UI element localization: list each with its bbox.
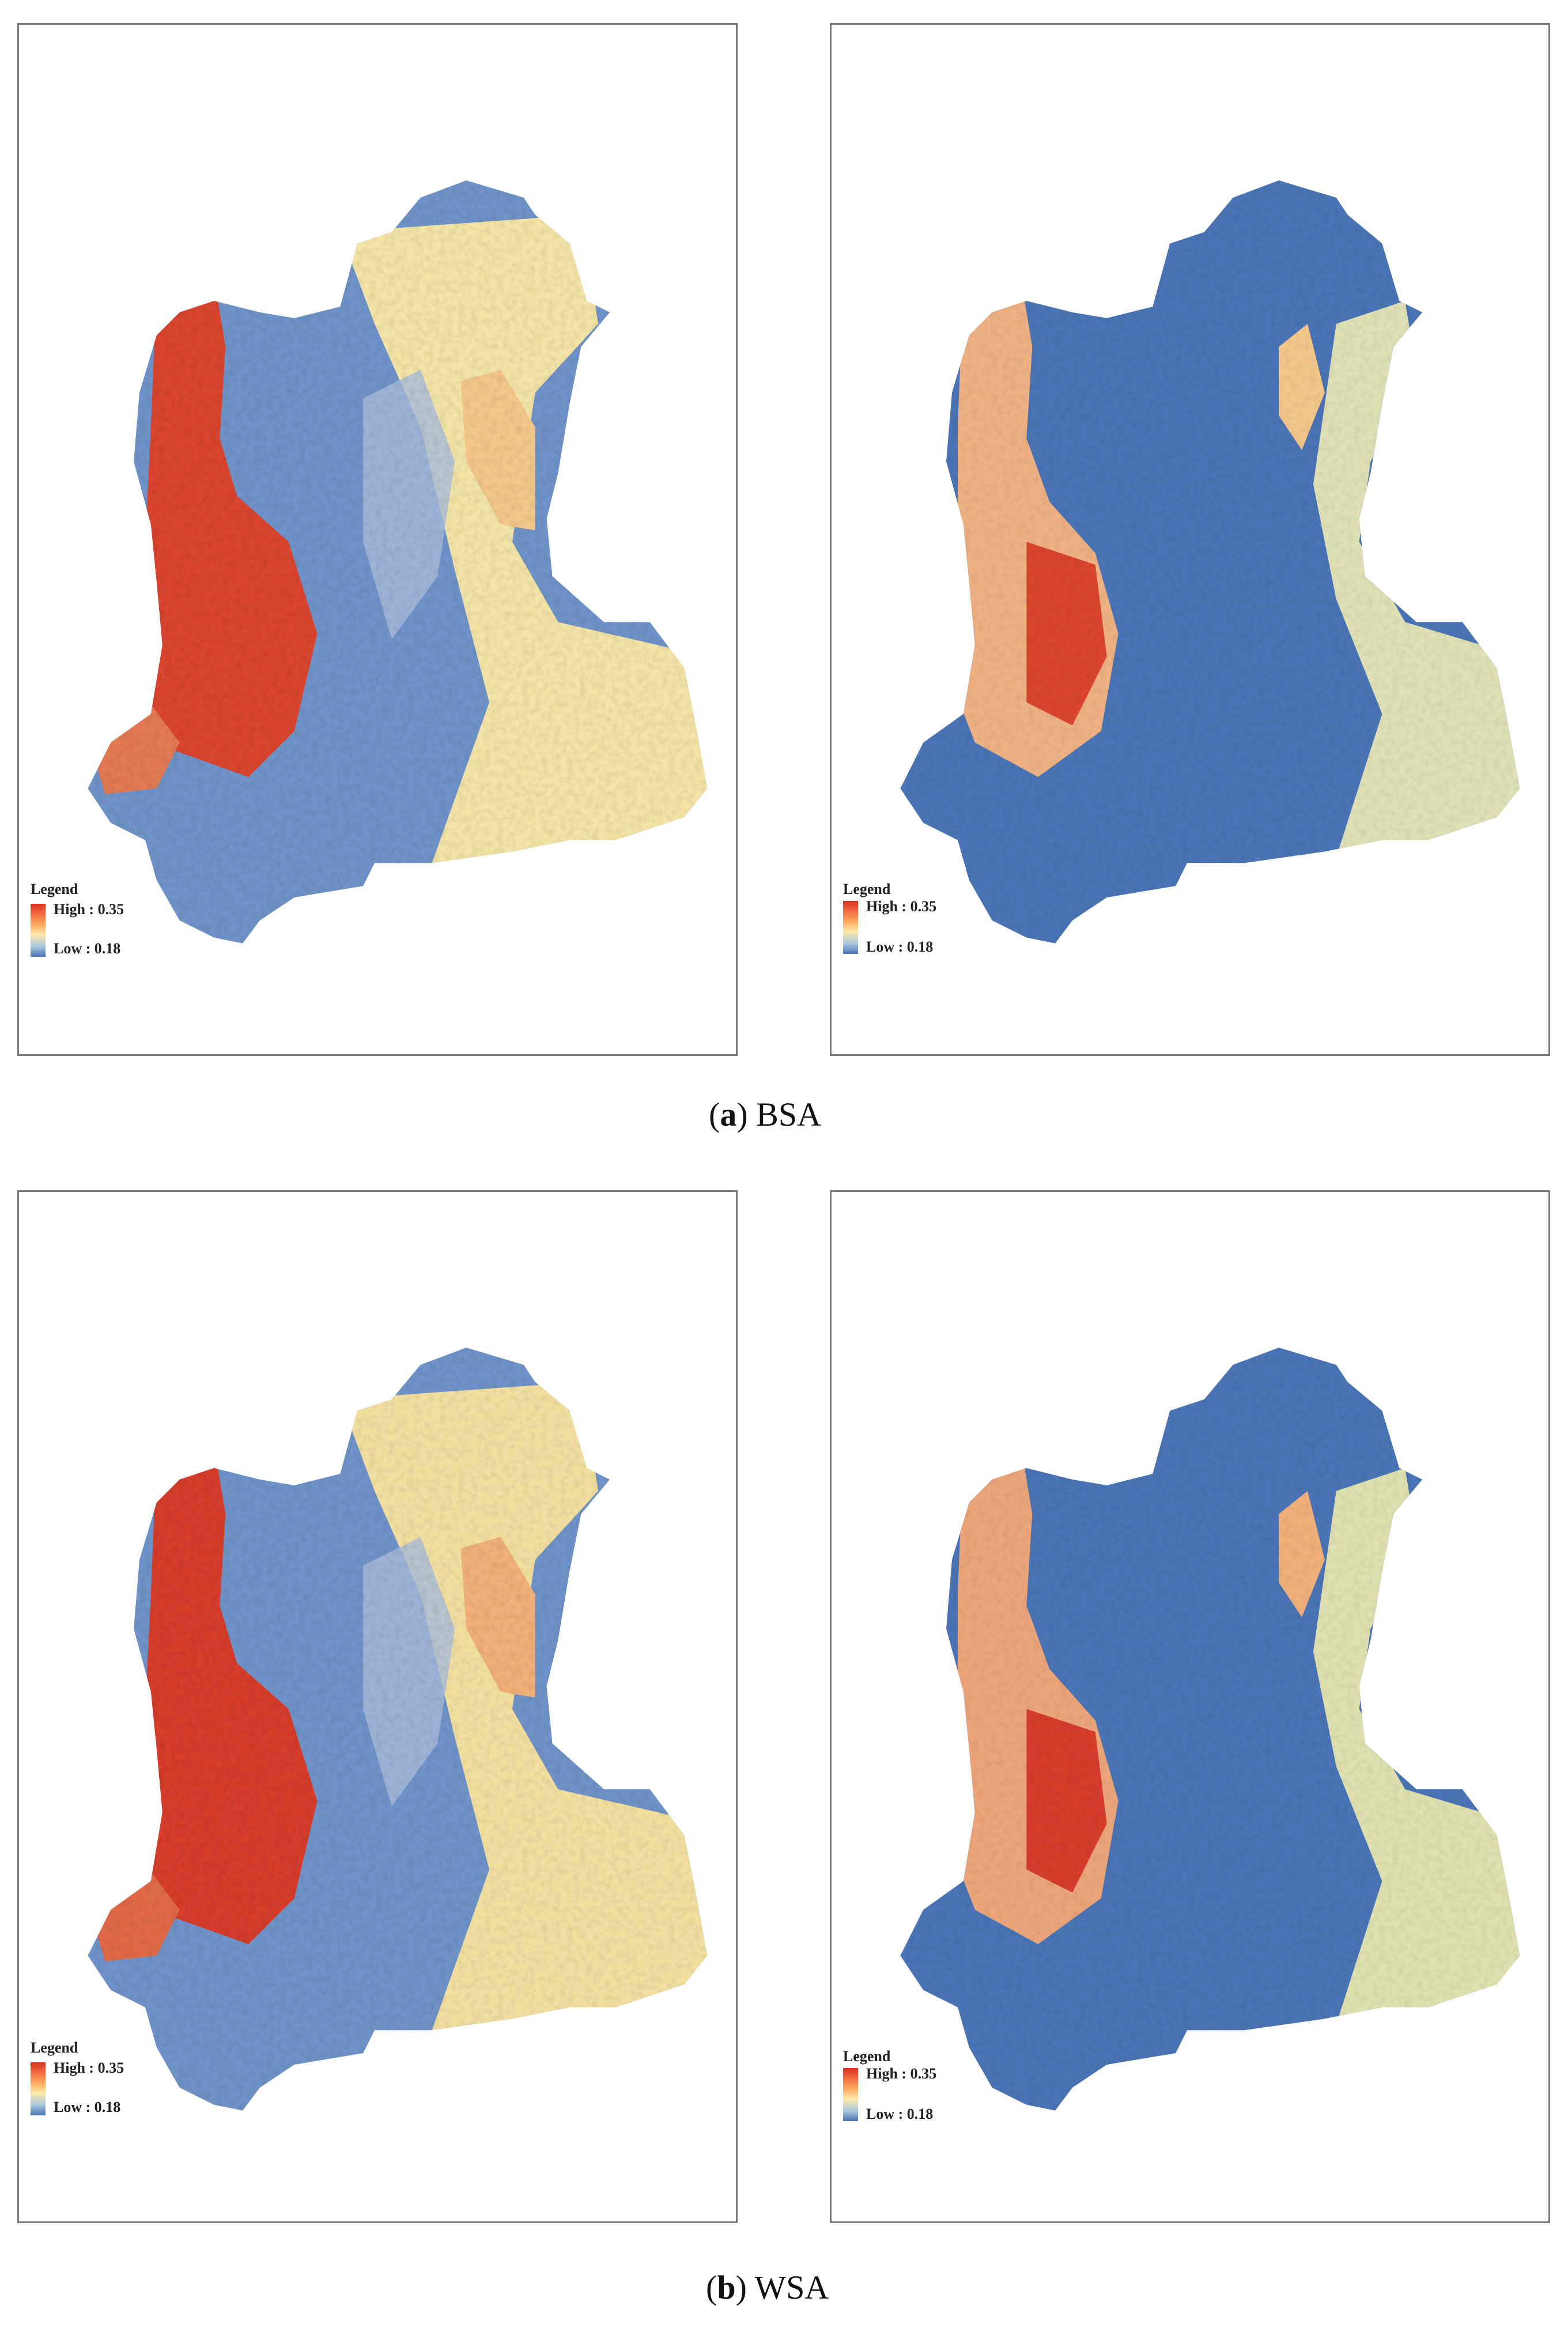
legend-high-label: High : 0.35 (54, 2059, 124, 2076)
caption-text: WSA (746, 2269, 829, 2306)
region-map (88, 1348, 708, 2111)
legend-high-label: High : 0.35 (866, 2065, 937, 2082)
legend: Legend (843, 2048, 890, 2065)
legend-low-label: Low : 0.18 (866, 938, 934, 955)
legend-title: Legend (843, 881, 891, 897)
legend: Legend (843, 881, 890, 898)
legend-color-ramp (843, 901, 858, 954)
map-panel-wsa-left: Legend High : 0.35 Low : 0.18 (17, 1190, 738, 2223)
legend-color-ramp (843, 2068, 858, 2121)
region-map (900, 180, 1520, 944)
caption-bsa: (a) BSA (709, 1096, 821, 1133)
legend: Legend (31, 2039, 78, 2057)
legend-color-ramp (31, 904, 46, 957)
caption-wsa: (b) WSA (706, 2269, 829, 2306)
legend-high-label: High : 0.35 (54, 901, 124, 918)
map-panel-bsa-left: Legend High : 0.35 Low : 0.18 (17, 23, 738, 1056)
caption-text: BSA (747, 1096, 821, 1133)
legend-low-label: Low : 0.18 (54, 940, 121, 957)
region-map (900, 1348, 1520, 2111)
map-panel-bsa-right: Legend High : 0.35 Low : 0.18 (830, 23, 1550, 1056)
legend-low-label: Low : 0.18 (866, 2106, 934, 2122)
legend-high-label: High : 0.35 (866, 898, 937, 915)
legend-title: Legend (31, 881, 78, 897)
caption-letter: b (717, 2269, 736, 2306)
legend-color-ramp (31, 2062, 46, 2115)
legend-title: Legend (843, 2048, 891, 2065)
map-panel-wsa-right: Legend High : 0.35 Low : 0.18 (830, 1190, 1550, 2223)
legend-title: Legend (31, 2039, 78, 2056)
region-map (88, 180, 708, 944)
legend: Legend (31, 881, 78, 898)
legend-low-label: Low : 0.18 (54, 2099, 121, 2115)
caption-letter: a (720, 1096, 737, 1133)
